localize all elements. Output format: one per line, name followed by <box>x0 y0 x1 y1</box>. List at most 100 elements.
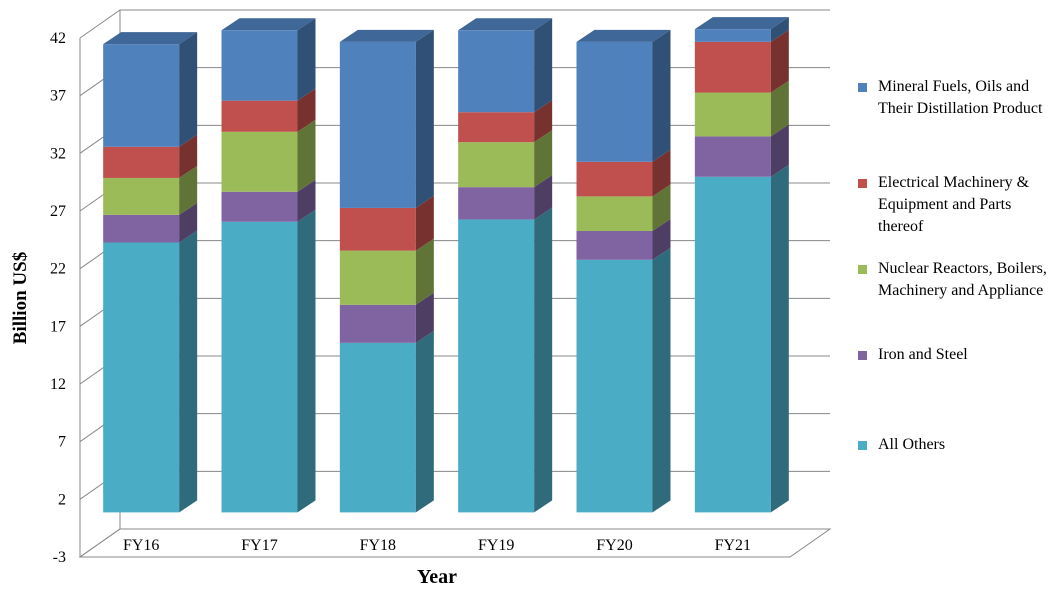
bar-segment <box>339 41 416 208</box>
legend-label: Electrical Machinery & Equipment and Par… <box>878 174 1030 235</box>
legend-label: Nuclear Reactors, Boilers, Machinery and… <box>878 260 1047 299</box>
bar-segment <box>694 41 771 93</box>
y-tick-label: 17 <box>50 318 66 335</box>
bar-side <box>652 247 671 513</box>
bar-side <box>297 119 316 192</box>
bar-side <box>297 179 316 222</box>
legend-swatch <box>858 83 867 92</box>
legend-swatch <box>858 441 867 450</box>
bar-segment <box>103 242 180 513</box>
grid-line <box>79 528 830 558</box>
bar-side <box>179 230 198 513</box>
bar-segment <box>576 259 653 513</box>
y-axis-title: Billion US$ <box>10 252 31 344</box>
bar-segment <box>103 146 180 178</box>
bar-segment <box>103 177 180 215</box>
bar-segment <box>221 30 298 101</box>
bar-side <box>415 292 434 343</box>
bar-segment <box>458 30 535 113</box>
bar-segment <box>694 29 771 42</box>
bar-side <box>297 209 316 513</box>
bar-side <box>297 18 316 101</box>
bar-segment <box>458 219 535 513</box>
bar-side <box>770 124 789 177</box>
x-tick-label: FY16 <box>123 537 159 554</box>
bar-segment <box>576 196 653 231</box>
bar-side <box>534 175 553 220</box>
y-tick-label: 37 <box>50 88 66 105</box>
bar-side <box>770 17 789 42</box>
bar-side <box>534 100 553 143</box>
y-tick-label: 27 <box>50 203 66 220</box>
bar-side <box>534 207 553 513</box>
bar-side <box>652 218 671 260</box>
bar-side <box>652 29 671 162</box>
bar-side <box>415 29 434 208</box>
bar-segment <box>103 44 180 147</box>
bar-side <box>534 18 553 113</box>
bar-top <box>339 29 434 42</box>
bar-segment <box>339 342 416 513</box>
y-tick-label: -3 <box>53 549 66 566</box>
bar-segment <box>458 142 535 188</box>
x-axis-title: Year <box>417 566 457 588</box>
bar-top <box>103 32 198 45</box>
legend-label: Mineral Fuels, Oils and Their Distillati… <box>878 78 1043 117</box>
y-tick-label: 42 <box>50 30 66 47</box>
y-tick-label: 12 <box>50 376 66 393</box>
legend-item: Mineral Fuels, Oils and Their Distillati… <box>858 76 1048 120</box>
legend-swatch <box>858 179 867 188</box>
legend-swatch <box>858 351 867 360</box>
bar-side <box>179 165 198 215</box>
bar-segment <box>576 230 653 260</box>
bar-top <box>221 18 316 31</box>
bar-segment <box>221 131 298 192</box>
bar-side <box>179 32 198 147</box>
bar-segment <box>576 41 653 162</box>
bar-side <box>415 195 434 251</box>
bar-segment <box>576 161 653 197</box>
bar-segment <box>694 136 771 177</box>
x-tick-label: FY18 <box>360 537 396 554</box>
y-tick-label: 32 <box>50 145 66 162</box>
bar-side <box>415 330 434 513</box>
x-tick-label: FY17 <box>241 537 277 554</box>
bar-side <box>297 88 316 132</box>
bar-side <box>415 238 434 305</box>
y-tick-label: 2 <box>58 491 66 508</box>
bar-segment <box>221 221 298 513</box>
legend-swatch <box>858 265 867 274</box>
bar-segment <box>458 112 535 143</box>
bar-segment <box>339 207 416 251</box>
legend-item: Iron and Steel <box>858 344 1048 366</box>
legend-item: Nuclear Reactors, Boilers, Machinery and… <box>858 258 1048 302</box>
bar-side <box>179 134 198 178</box>
bar-segment <box>694 92 771 137</box>
bar-top <box>458 18 553 31</box>
bar-side <box>652 149 671 197</box>
y-tick-label: 7 <box>58 434 66 451</box>
legend-label: All Others <box>878 436 946 453</box>
x-tick-label: FY20 <box>596 537 632 554</box>
bar-segment <box>339 250 416 305</box>
x-tick-label: FY19 <box>478 537 514 554</box>
bar-side <box>770 80 789 137</box>
bar-top <box>576 29 671 42</box>
bar-side <box>770 164 789 513</box>
bar-side <box>534 130 553 188</box>
bar-segment <box>221 191 298 222</box>
legend-item: All Others <box>858 434 1048 456</box>
bar-segment <box>694 176 771 513</box>
grid-line <box>79 9 830 39</box>
bar-segment <box>458 187 535 220</box>
bar-segment <box>221 100 298 132</box>
bar-side <box>179 202 198 243</box>
x-tick-label: FY21 <box>715 537 751 554</box>
bar-segment <box>103 214 180 243</box>
bar-side <box>652 184 671 231</box>
y-tick-label: 22 <box>50 261 66 278</box>
bar-side <box>770 29 789 93</box>
legend-item: Electrical Machinery & Equipment and Par… <box>858 172 1048 238</box>
